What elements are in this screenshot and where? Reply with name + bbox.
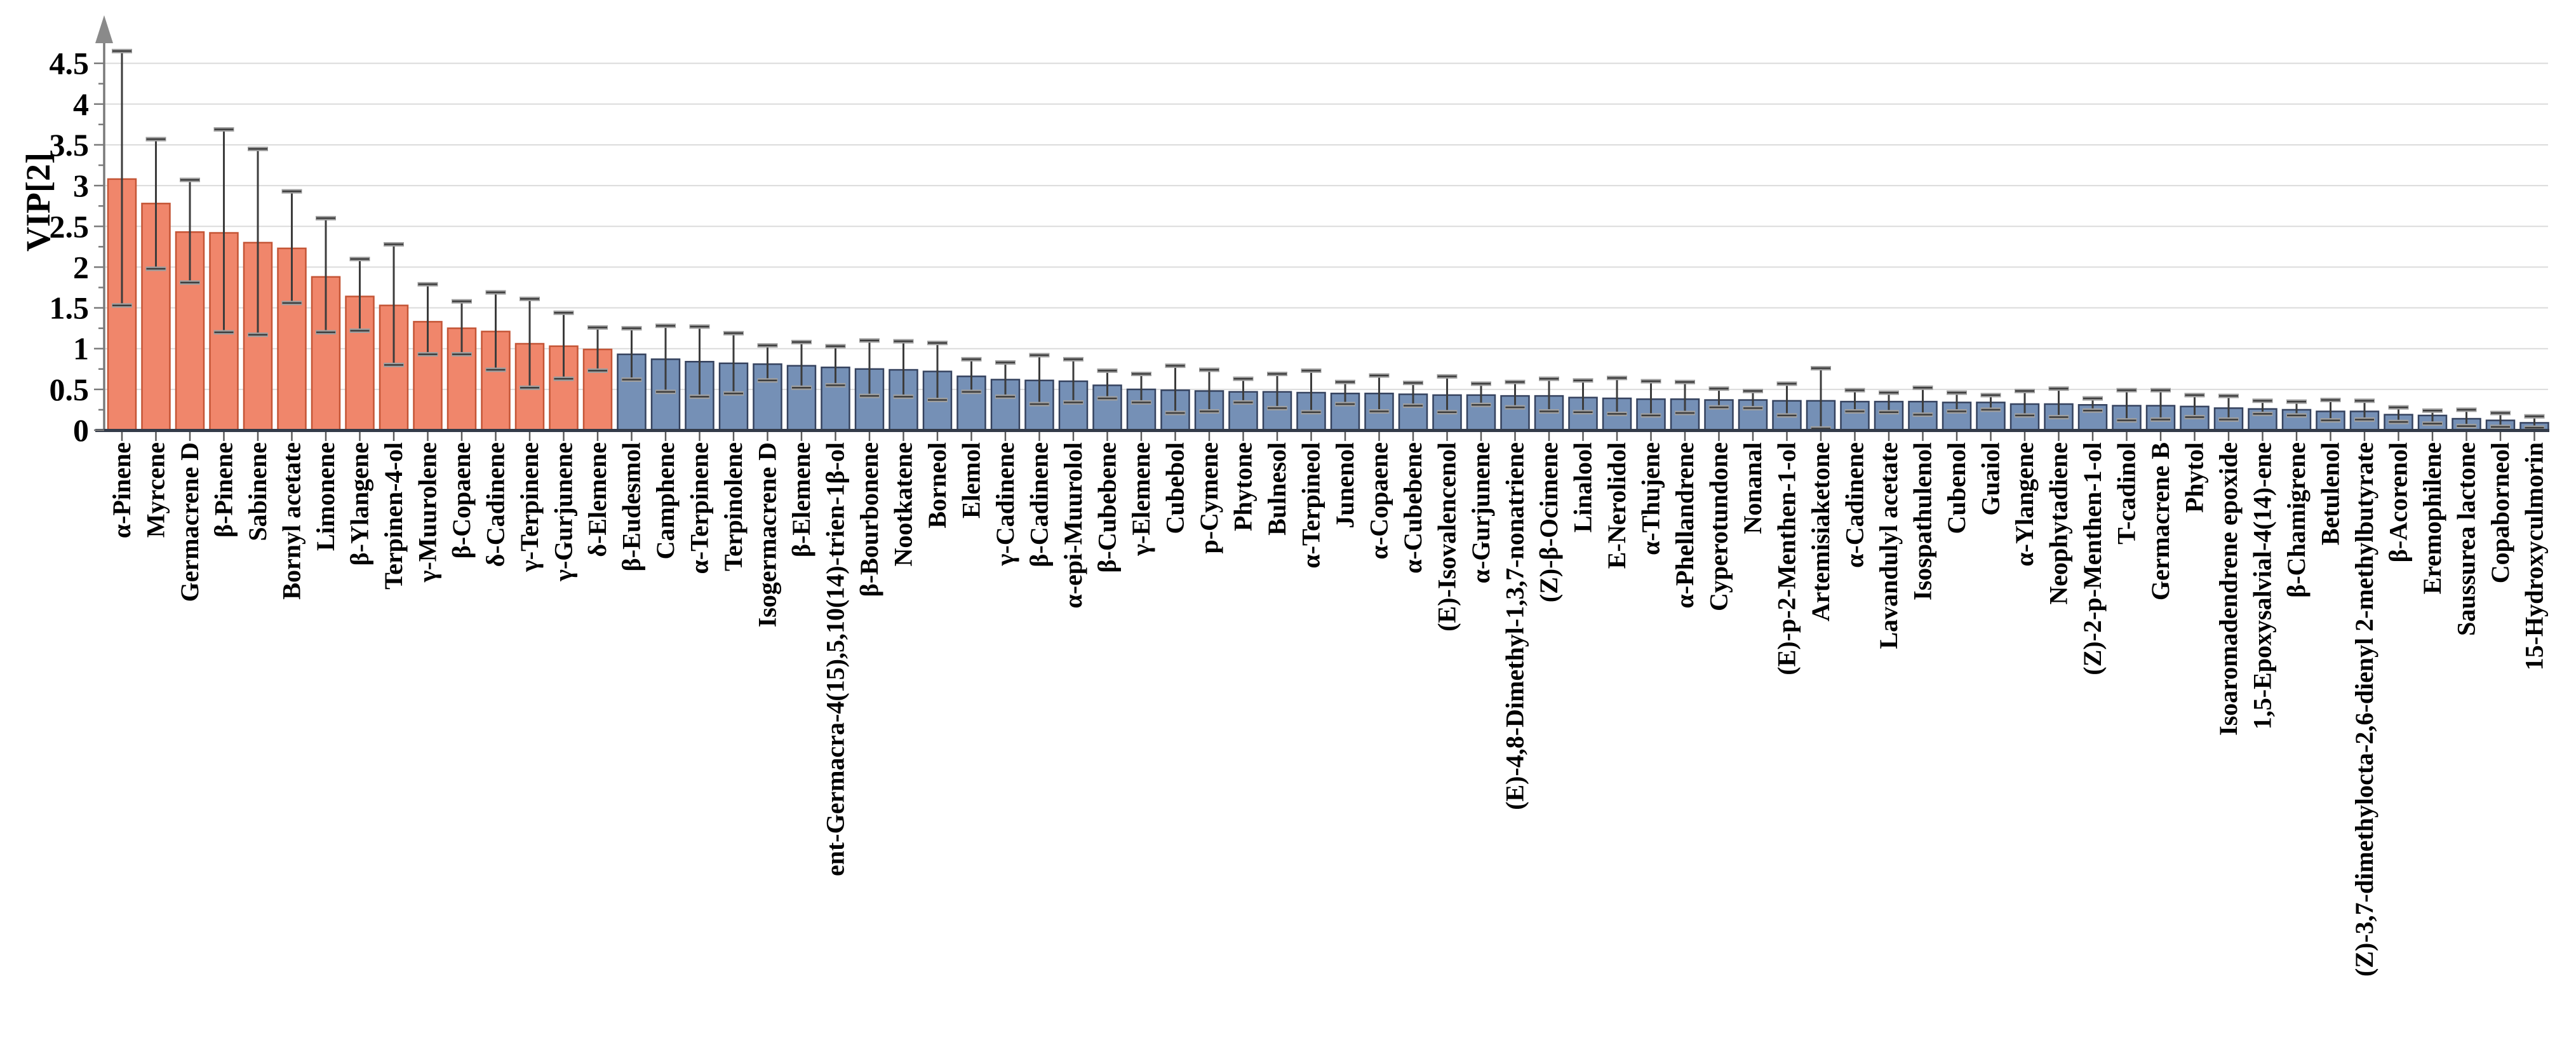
x-category-label: Cubebol [1161,442,1190,534]
x-category-label: Germacrene B [2146,442,2175,600]
x-category-label: Isospathulenol [1909,442,1937,600]
y-tick-label: 3.5 [50,127,90,163]
y-axis-arrow [95,15,113,43]
x-category-label: Artemisiaketone [1806,442,1835,621]
x-category-label: β-Elemene [787,442,815,557]
x-category-label: δ-Elemene [583,442,612,557]
x-category-label: β-Eudesmol [617,442,646,571]
x-category-label: β-Pinene [210,442,238,538]
x-category-label: α-Terpinene [685,442,714,574]
x-category-label: (E)-Isovalencenol [1433,442,1461,632]
x-category-label: Junenol [1331,442,1359,529]
x-category-label: α-Terpineol [1297,442,1325,569]
x-category-label: Camphene [651,442,680,559]
x-category-label: Terpinen-4-ol [379,442,408,590]
x-category-label: (Z)-3,7-dimethylocta-2,6-dienyl 2-methyl… [2350,442,2378,977]
y-axis-title: VIP[2] [19,152,57,252]
x-category-label: β-Cadinene [1025,442,1054,567]
x-category-label: Cyperotundone [1705,442,1733,611]
x-category-label: γ-Cadinene [991,442,1019,566]
x-category-label: Sabinene [243,442,272,541]
y-tick-label: 2 [73,249,89,285]
x-category-label: α-Copaene [1365,442,1393,560]
x-category-label: β-Ylangene [345,442,374,565]
x-category-label: Limonene [311,442,340,551]
x-category-label: T-cadinol [2112,442,2141,545]
x-category-label: α-Cadinene [1841,442,1869,568]
y-tick-label: 1.5 [50,290,90,326]
x-category-label: Nootkatene [889,442,918,567]
y-tick-label: 4.5 [50,46,90,81]
x-category-label: Neophytadiene [2044,442,2073,605]
gridlines-group [104,62,2548,390]
x-category-label: Bornyl acetate [278,442,306,600]
x-category-label: β-Copaene [447,442,476,558]
x-category-label: Copaborneol [2486,442,2514,583]
y-tick-label: 0.5 [50,372,90,407]
x-category-label: Elemol [957,442,986,518]
x-category-label: 15-Hydroxyculmorin [2520,442,2549,670]
error-bars-group [112,48,2545,431]
x-category-label: Terpinolene [719,442,748,571]
x-category-label: α-Cubebene [1399,442,1427,574]
x-category-label: Borneol [923,442,951,529]
x-category-label: (Z)-β-Ocimene [1534,442,1563,602]
y-tick-label: 4 [73,86,89,122]
axes-group [94,15,2549,441]
x-category-label: Betulenol [2316,442,2345,545]
x-category-label: Isogermacrene D [753,442,782,627]
x-category-label: γ-Muurolene [413,442,442,583]
x-category-label: β-Acorenol [2384,442,2413,562]
x-category-label: Guaiol [1976,442,2005,516]
x-category-label: α-Gurjunene [1466,442,1495,583]
y-tick-label: 0 [73,412,89,448]
x-category-label: α-Thujene [1637,442,1665,555]
x-category-label: α-Ylangene [2010,442,2039,567]
x-category-label: (E)-4,8-Dimethyl-1,3,7-nonatriene [1501,442,1529,810]
x-category-label: (Z)-2-p-Menthen-1-ol [2078,442,2107,675]
x-category-label: Saussurea lactone [2452,442,2481,636]
x-category-label: γ-Elemene [1127,442,1155,557]
x-category-label: p-Cymene [1195,442,1223,554]
x-category-label: α-epi-Muurolol [1059,442,1087,609]
x-category-label: Nonanal [1738,442,1767,534]
x-category-label: Bulnesol [1263,442,1291,536]
y-tick-label: 2.5 [50,208,90,244]
x-category-label: α-Pinene [107,442,136,538]
x-category-label: Germacrene D [175,442,204,602]
x-category-label: Eremophilene [2418,442,2446,594]
y-tick-label: 3 [73,168,89,203]
x-category-label: Phytone [1229,442,1258,531]
x-category-label: β-Cubebene [1093,442,1122,573]
bars-group [107,178,2549,431]
x-category-label: E-Nerolidol [1602,442,1631,569]
x-category-label: γ-Gurjunene [549,442,578,582]
x-category-label: γ-Terpinene [515,442,544,572]
x-category-label: α-Phellandrene [1670,442,1699,609]
x-category-label: 1,5-Epoxysalvial-4(14)-ene [2248,442,2277,729]
x-category-label: β-Bourbonene [855,442,883,597]
x-category-label: Cubenol [1942,442,1971,534]
x-category-label: Linalool [1569,442,1597,532]
x-category-label: β-Chamigrene [2282,442,2311,598]
bar [481,330,511,431]
x-category-label: Phytol [2180,442,2209,513]
x-category-label: δ-Cadinene [481,442,510,567]
x-category-label: Myrcene [142,442,170,538]
x-category-label: Isoaromadendrene epoxide [2214,442,2243,736]
x-category-label: Lavandulyl acetate [1874,442,1903,649]
x-category-label: (E)-p-2-Menthen-1-ol [1773,442,1801,675]
y-tick-label: 1 [73,331,89,367]
x-category-label: ent-Germacra-4(15),5,10(14)-trien-1β-ol [821,442,850,876]
